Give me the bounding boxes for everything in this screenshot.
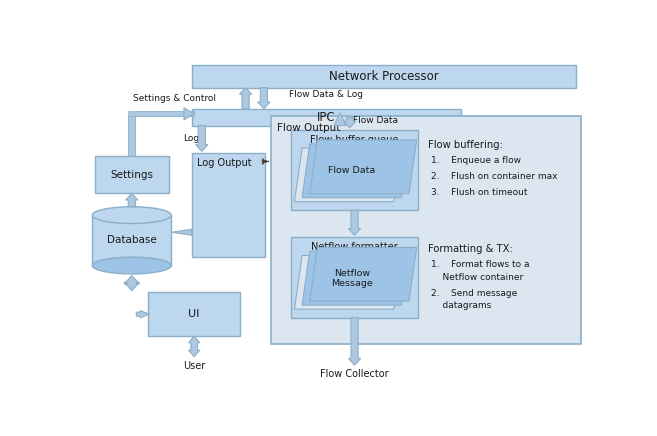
Polygon shape xyxy=(309,247,417,301)
Text: Flow buffering:: Flow buffering: xyxy=(428,140,503,150)
Polygon shape xyxy=(302,252,409,305)
Bar xyxy=(128,114,135,157)
Polygon shape xyxy=(344,118,356,128)
Text: 2.    Send message: 2. Send message xyxy=(431,289,517,298)
Polygon shape xyxy=(189,336,200,357)
Polygon shape xyxy=(294,148,401,202)
Text: Formatting & TX:: Formatting & TX: xyxy=(428,244,513,254)
Bar xyxy=(192,153,265,257)
Text: Netflow formatter: Netflow formatter xyxy=(311,242,398,252)
Bar xyxy=(128,111,136,116)
Polygon shape xyxy=(137,310,149,318)
Polygon shape xyxy=(258,88,270,109)
Text: Flow Collector: Flow Collector xyxy=(320,368,389,378)
FancyBboxPatch shape xyxy=(128,112,135,116)
Bar xyxy=(271,116,581,344)
Text: Flow Output: Flow Output xyxy=(277,123,340,133)
Polygon shape xyxy=(302,144,409,198)
Polygon shape xyxy=(171,229,192,235)
Text: 3.    Flush on timeout: 3. Flush on timeout xyxy=(431,188,528,197)
Polygon shape xyxy=(348,317,361,365)
Polygon shape xyxy=(125,193,138,207)
Bar xyxy=(291,129,418,210)
Text: Flow Data: Flow Data xyxy=(353,116,397,125)
Polygon shape xyxy=(294,255,401,309)
Text: Settings & Control: Settings & Control xyxy=(133,94,216,102)
Polygon shape xyxy=(184,108,194,120)
Text: UI: UI xyxy=(189,309,200,319)
Text: Flow Data: Flow Data xyxy=(328,166,375,175)
Text: Netflow
Message: Netflow Message xyxy=(331,269,373,288)
Text: Settings: Settings xyxy=(110,170,153,180)
Text: datagrams: datagrams xyxy=(431,301,491,310)
Bar xyxy=(92,215,171,266)
Bar xyxy=(192,109,461,126)
Polygon shape xyxy=(348,210,361,235)
Bar xyxy=(192,65,576,88)
Polygon shape xyxy=(124,276,139,291)
Text: IPC: IPC xyxy=(317,111,336,124)
Polygon shape xyxy=(309,140,417,194)
Text: User: User xyxy=(183,361,205,371)
Text: Log: Log xyxy=(183,134,199,143)
Polygon shape xyxy=(239,88,252,109)
Polygon shape xyxy=(334,113,346,126)
Text: Flow Data & Log: Flow Data & Log xyxy=(289,90,363,99)
Text: Network Processor: Network Processor xyxy=(329,70,439,83)
Bar xyxy=(95,157,169,193)
Text: Netflow container: Netflow container xyxy=(431,272,523,282)
Polygon shape xyxy=(196,126,208,151)
Ellipse shape xyxy=(92,207,171,224)
Bar xyxy=(291,237,418,317)
Text: Flow buffer queue: Flow buffer queue xyxy=(310,135,399,145)
Ellipse shape xyxy=(92,257,171,274)
Bar xyxy=(148,293,240,336)
Bar xyxy=(128,112,194,116)
Text: 2.    Flush on container max: 2. Flush on container max xyxy=(431,172,557,181)
Text: Log Output: Log Output xyxy=(196,158,252,168)
Text: 1.    Enqueue a flow: 1. Enqueue a flow xyxy=(431,156,521,165)
Text: 1.    Format flows to a: 1. Format flows to a xyxy=(431,260,530,269)
Text: Database: Database xyxy=(107,235,156,245)
